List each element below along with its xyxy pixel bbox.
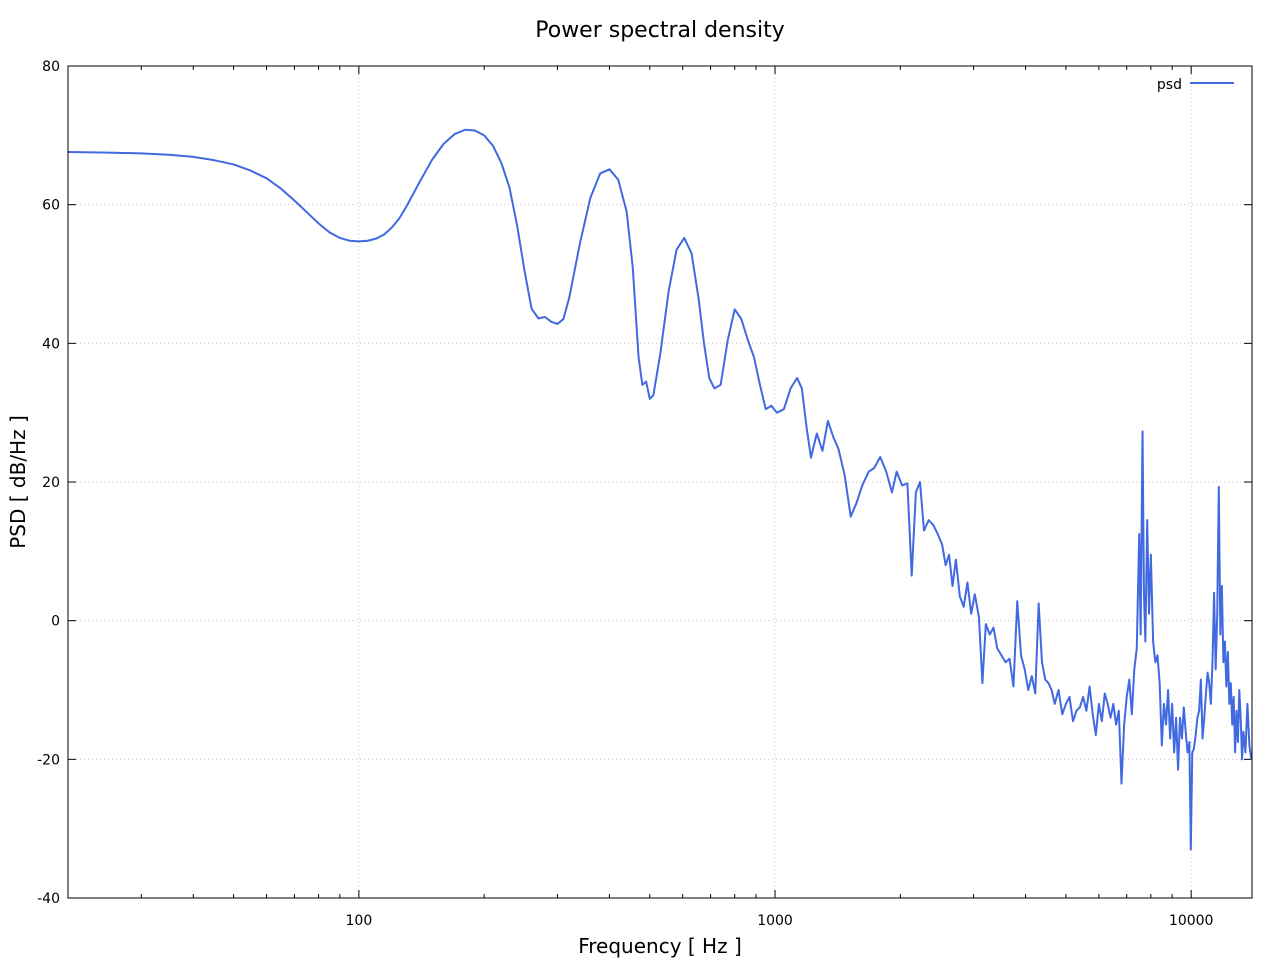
- legend: psd: [1157, 77, 1234, 93]
- x-tick-label: 100: [346, 913, 373, 929]
- y-tick-label: 0: [51, 614, 60, 630]
- series-layer: [67, 128, 1253, 851]
- x-tick-label: 1000: [757, 913, 793, 929]
- y-tick-label: -40: [37, 891, 60, 907]
- grid-lines: [68, 66, 1252, 898]
- tick-labels: 80 60 40 20 0 -20 -40 100 1000 10000: [37, 59, 1213, 929]
- y-tick-label: 20: [42, 475, 60, 491]
- y-tick-label: 60: [42, 198, 60, 214]
- y-axis-label: PSD [ dB/Hz ]: [6, 415, 30, 549]
- x-tick-label: 10000: [1169, 913, 1214, 929]
- chart-title: Power spectral density: [535, 18, 785, 43]
- y-tick-label: 80: [42, 59, 60, 75]
- y-tick-label: 40: [42, 336, 60, 352]
- y-tick-label: -20: [37, 752, 60, 768]
- series-line-psd: [67, 128, 1253, 851]
- x-axis-label: Frequency [ Hz ]: [578, 934, 742, 958]
- legend-label-psd: psd: [1157, 77, 1182, 93]
- plot-frame: [67, 65, 1253, 899]
